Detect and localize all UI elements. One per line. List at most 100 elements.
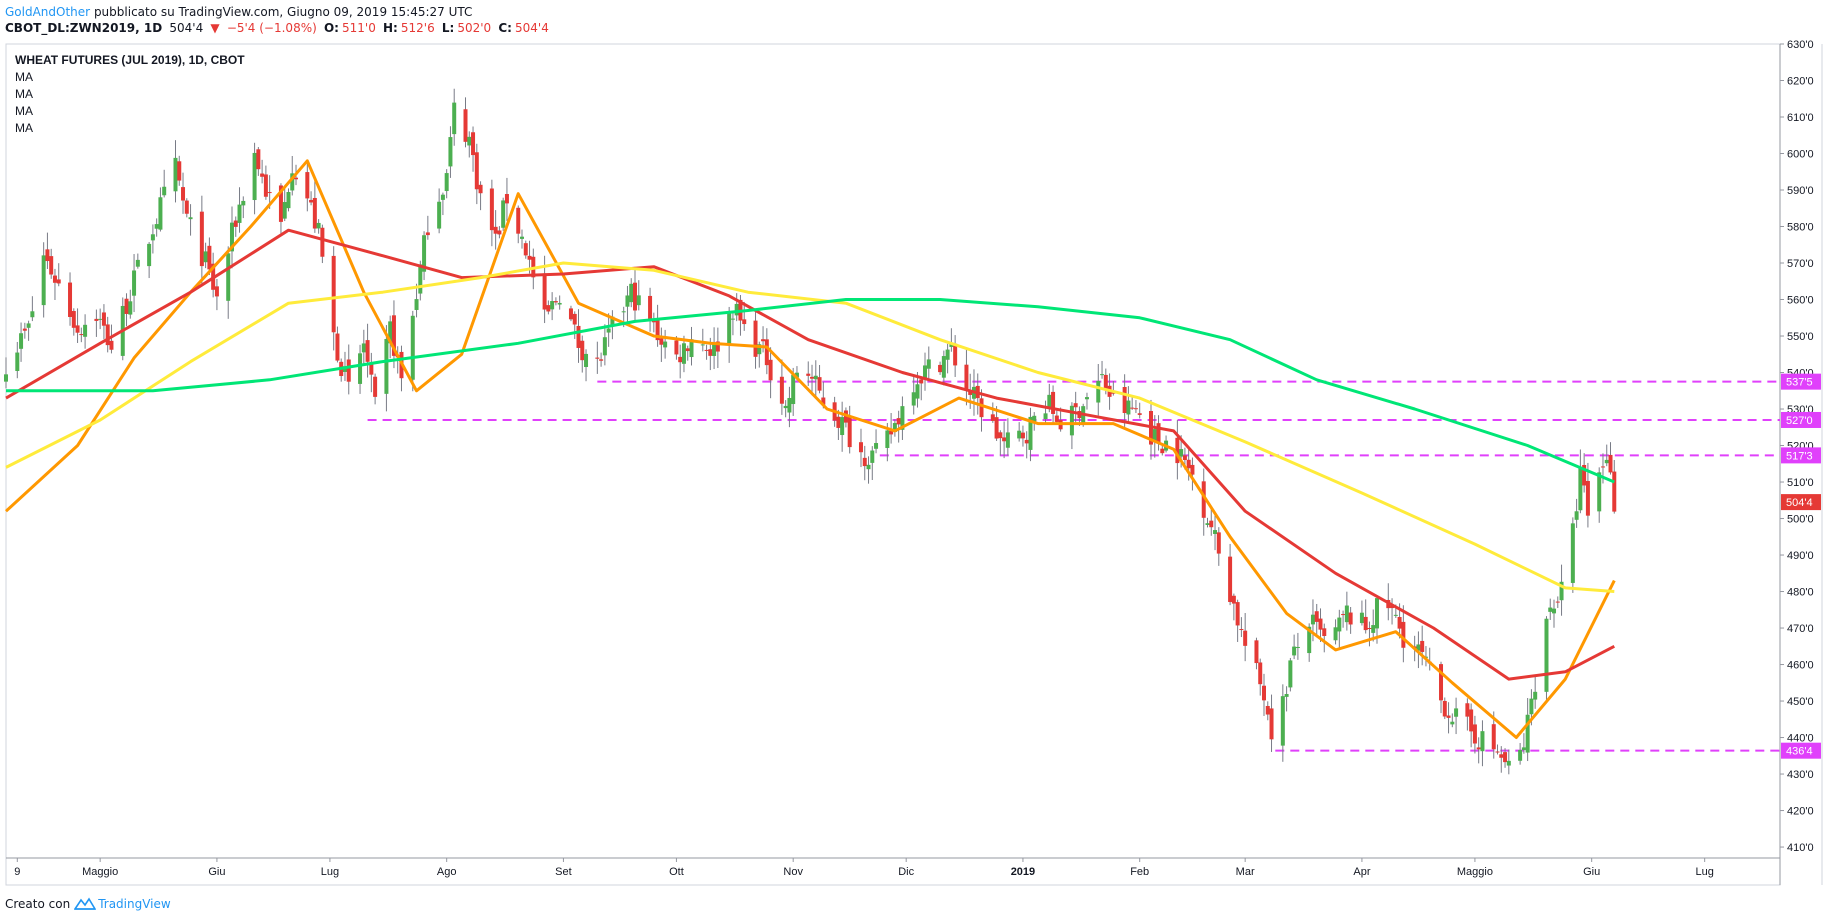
candle [94, 309, 99, 337]
candle [444, 169, 449, 199]
candle [949, 328, 954, 352]
legend-ma-3[interactable]: MA [15, 104, 33, 118]
time-tick-label: Lug [321, 866, 339, 878]
candle [553, 297, 558, 306]
candle [226, 246, 231, 319]
author-link[interactable]: GoldAndOther [5, 5, 91, 19]
candle [843, 407, 848, 428]
candle [1570, 517, 1575, 593]
candle [1552, 599, 1557, 628]
candle [105, 316, 110, 353]
level-tag [1781, 411, 1821, 428]
price-tick-label: 560'0 [1787, 295, 1814, 307]
candle [1017, 422, 1022, 442]
time-tick-label: Ott [669, 866, 684, 878]
candle [1122, 374, 1127, 427]
candle [177, 155, 182, 186]
tradingview-link[interactable]: TradingView [74, 897, 171, 911]
candle [1506, 749, 1511, 775]
candle [1069, 402, 1074, 450]
candle [1548, 598, 1553, 620]
candle [836, 409, 841, 441]
legend-ma-2[interactable]: MA [15, 87, 33, 101]
candle [1265, 701, 1270, 721]
candle [1454, 697, 1459, 735]
candle [448, 126, 453, 178]
candle [557, 295, 562, 310]
candle [1228, 543, 1233, 606]
candle [998, 430, 1003, 456]
candle [1544, 616, 1549, 702]
candle [414, 283, 419, 318]
candle [71, 308, 76, 336]
candle [425, 215, 430, 240]
candle [109, 324, 114, 354]
candle [467, 131, 472, 158]
candle [203, 242, 208, 269]
candle [26, 320, 31, 341]
candle [493, 210, 498, 250]
candle [1051, 385, 1056, 423]
time-axis[interactable]: 9 Maggio Giu Lug Ago Set Ott Nov Dic 2019 Feb Mar Ap… [14, 858, 1714, 878]
candle [309, 191, 314, 206]
candle [474, 143, 479, 205]
legend-ma-1[interactable]: MA [15, 70, 33, 84]
candle [523, 240, 528, 259]
candle [256, 147, 261, 176]
moving-average-line-4 [6, 298, 1615, 484]
candle [516, 205, 521, 244]
legend: WHEAT FUTURES (JUL 2019), 1D, CBOT MA MA… [15, 53, 245, 135]
candle [101, 304, 106, 340]
candle [1442, 697, 1447, 720]
candle [1503, 748, 1508, 768]
candle [1495, 744, 1500, 755]
candle [1002, 421, 1007, 459]
legend-ma-4[interactable]: MA [15, 121, 33, 135]
moving-average-line-1 [4, 159, 1616, 739]
candle [361, 329, 366, 366]
candle [953, 335, 958, 377]
candle [252, 142, 257, 215]
candle [1243, 613, 1248, 662]
low-label: L: [441, 21, 455, 35]
candle [900, 396, 905, 440]
price-axis[interactable]: 630'0 620'0 610'0 600'0 590'0 580'0 570'0 560'0… [1780, 39, 1814, 854]
candle [1348, 607, 1353, 634]
support-resistance-levels [367, 380, 1780, 752]
candle [391, 300, 396, 369]
candle [15, 341, 20, 379]
candle [941, 350, 946, 386]
candle [945, 343, 950, 374]
candle [994, 406, 999, 441]
price-tick-label: 570'0 [1787, 258, 1814, 270]
candle [1367, 621, 1372, 647]
candle [1216, 527, 1221, 566]
candle [779, 359, 784, 415]
symbol-header: CBOT_DL:ZWN2019, 1D 504'4 ▼ −5'4 (−1.08%… [5, 21, 552, 35]
candle [162, 169, 167, 198]
candle [1337, 609, 1342, 648]
chart-frame [5, 43, 1781, 886]
candle [440, 192, 445, 216]
candle [128, 289, 133, 319]
candle [685, 345, 690, 361]
candle [1480, 720, 1485, 767]
candle [870, 446, 875, 481]
candle [83, 314, 88, 349]
candle [1450, 713, 1455, 728]
candle [742, 301, 747, 331]
price-tick-label: 480'0 [1787, 587, 1814, 599]
candle [1054, 410, 1059, 424]
candle [1292, 634, 1297, 660]
candlesticks [4, 88, 1617, 775]
candle [1284, 686, 1289, 712]
price-tick-label: 490'0 [1787, 550, 1814, 562]
candle [1084, 392, 1089, 410]
candle [30, 296, 35, 322]
candle [979, 389, 984, 432]
candle [1137, 402, 1142, 419]
price-tick-label: 450'0 [1787, 696, 1814, 708]
candle [263, 165, 268, 200]
candle [580, 335, 585, 373]
